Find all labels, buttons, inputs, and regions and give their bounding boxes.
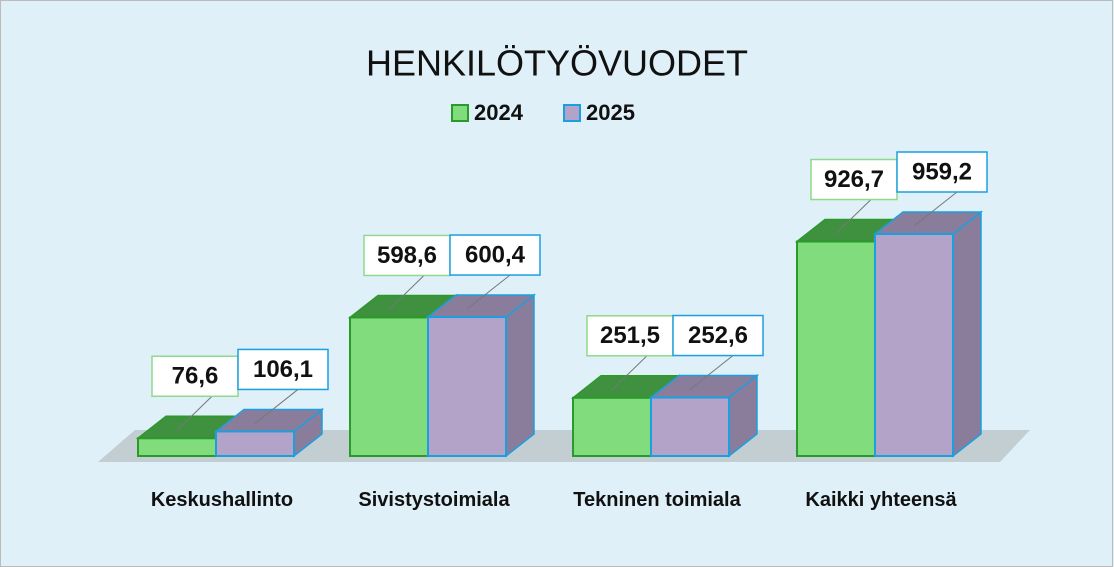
value-label: 76,6 <box>172 363 219 390</box>
bar <box>137 437 217 458</box>
bar <box>874 233 954 457</box>
bar-side <box>952 210 982 458</box>
bar <box>650 396 730 458</box>
leader-line <box>913 191 958 227</box>
x-tick-label: Kaikki yhteensä <box>805 489 957 511</box>
leader-line <box>176 395 213 431</box>
value-label: 106,1 <box>253 356 313 383</box>
leader-line <box>611 355 648 391</box>
bar <box>349 316 429 458</box>
bar <box>572 396 652 457</box>
value-label-box <box>449 234 541 276</box>
leader-line <box>689 355 734 390</box>
leader-line <box>466 274 511 310</box>
value-label-box <box>586 315 674 357</box>
value-label: 959,2 <box>912 158 972 185</box>
value-label-box <box>810 158 898 201</box>
legend-swatch <box>563 104 581 122</box>
x-tick-label: Keskushallinto <box>150 489 294 511</box>
bar-side <box>505 293 535 458</box>
value-label: 598,6 <box>377 242 437 269</box>
x-tick-label: Sivistystoimiala <box>358 489 510 511</box>
value-label-box <box>237 348 329 391</box>
bar <box>427 316 507 457</box>
leader-line <box>388 275 425 310</box>
value-label: 252,6 <box>688 322 748 349</box>
leader-line <box>254 389 299 424</box>
legend-label: 2025 <box>586 100 635 125</box>
value-label-box <box>151 355 239 398</box>
chart-title: HENKILÖTYÖVUODET <box>366 43 748 84</box>
bar <box>215 430 295 457</box>
bar <box>796 240 876 457</box>
value-label-box <box>672 314 764 357</box>
legend-swatch <box>451 104 469 122</box>
value-label: 600,4 <box>465 241 526 268</box>
value-label-box <box>896 151 988 193</box>
value-label: 926,7 <box>824 166 884 193</box>
value-label: 251,5 <box>600 322 660 349</box>
value-label-box <box>363 234 451 277</box>
leader-line <box>835 199 872 234</box>
legend-label: 2024 <box>474 100 524 125</box>
x-tick-label: Tekninen toimiala <box>573 489 741 511</box>
